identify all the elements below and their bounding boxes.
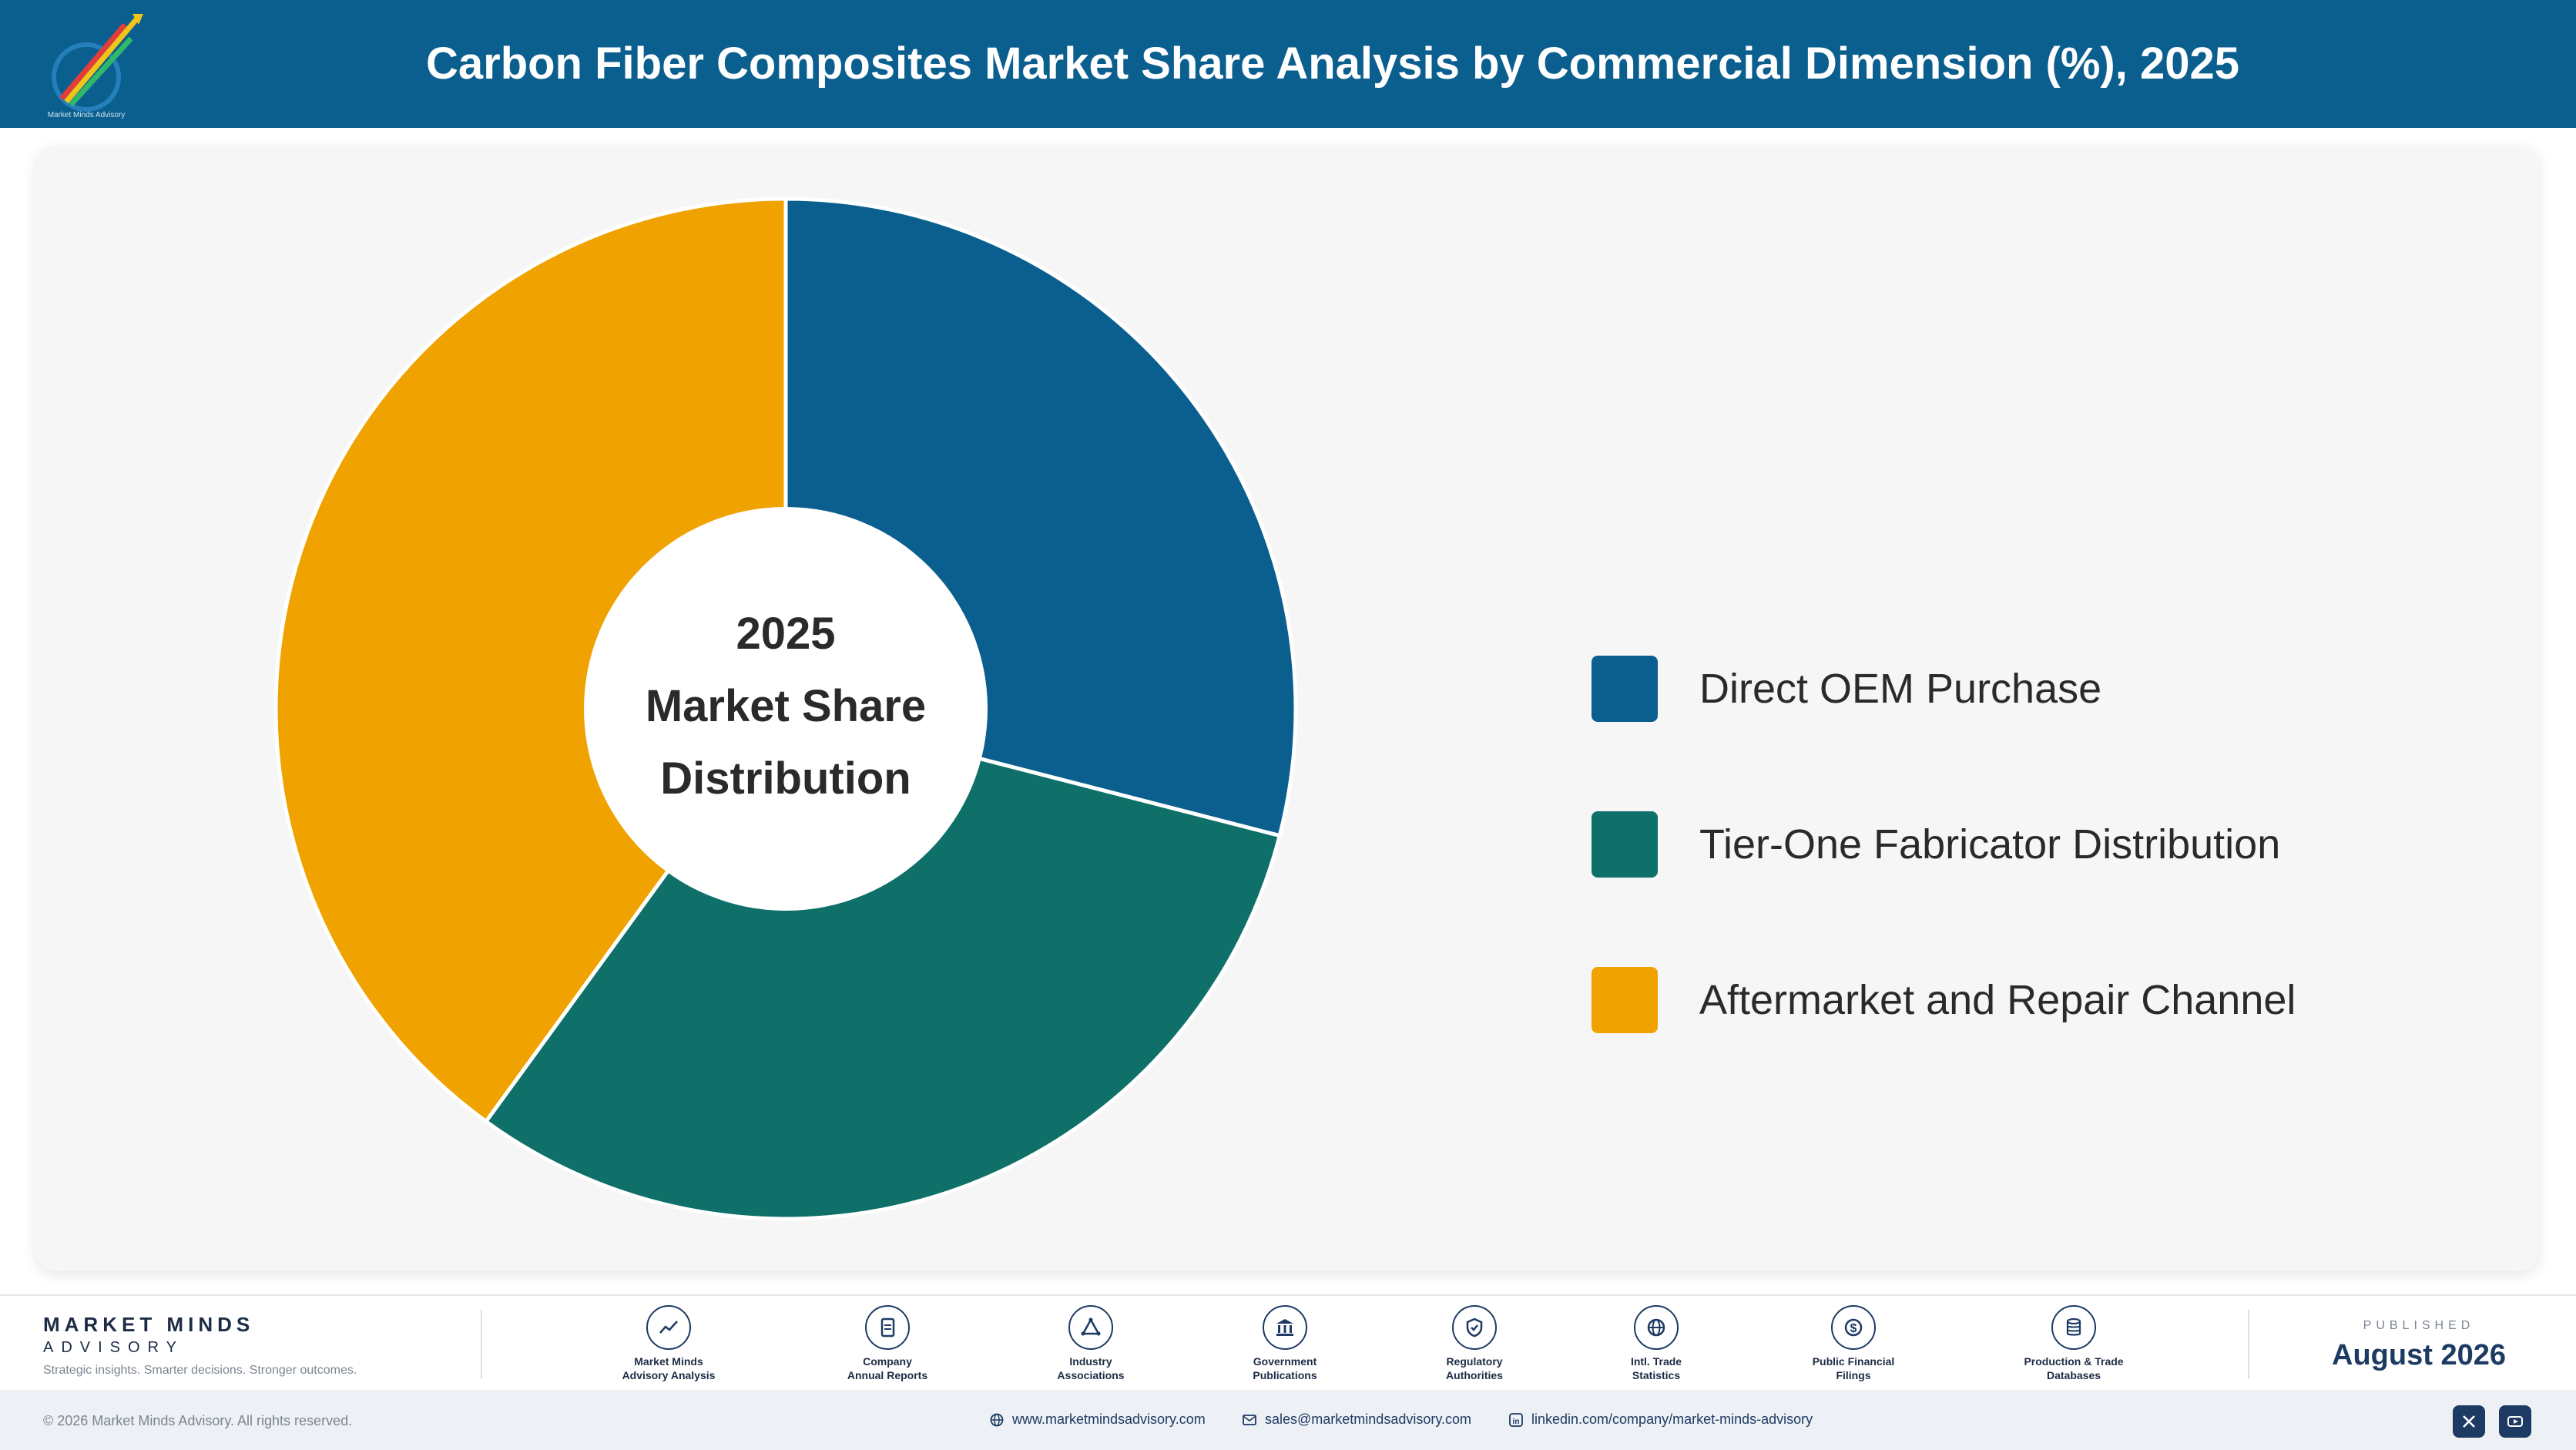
legend-item-tier-one[interactable]: Tier-One Fabricator Distribution (1592, 811, 2296, 878)
legend-label: Aftermarket and Repair Channel (1699, 977, 2296, 1023)
globe-icon (1634, 1305, 1679, 1350)
source-industry-associations: Industry Associations (1021, 1305, 1160, 1382)
source-label-line2: Associations (1057, 1369, 1125, 1381)
source-label-line2: Publications (1253, 1369, 1317, 1381)
company-logo: Market Minds Advisory (48, 14, 143, 119)
dollar-coin-icon: $ (1831, 1305, 1876, 1350)
legend-label: Tier-One Fabricator Distribution (1699, 821, 2281, 868)
copyright-text: © 2026 Market Minds Advisory. All rights… (43, 1413, 353, 1428)
svg-text:in: in (1513, 1418, 1520, 1426)
source-label-line2: Advisory Analysis (622, 1369, 716, 1381)
source-label-line1: Government (1253, 1355, 1317, 1368)
source-production-databases: Production & Trade Databases (2004, 1305, 2143, 1382)
legend-item-direct-oem[interactable]: Direct OEM Purchase (1592, 655, 2296, 723)
center-label-year: 2025 (736, 609, 835, 659)
linkedin-link[interactable]: in linkedin.com/company/market-minds-adv… (1508, 1411, 1813, 1428)
source-label-line2: Statistics (1632, 1369, 1681, 1381)
source-label-line1: Production & Trade (2024, 1355, 2124, 1368)
mail-icon (1243, 1414, 1256, 1425)
source-company-reports: Company Annual Reports (818, 1305, 957, 1382)
brand-name: MARKET MINDS (43, 1313, 255, 1336)
divider (481, 1310, 482, 1379)
x-logo-icon (2463, 1415, 2475, 1428)
source-label-line1: Company (863, 1355, 912, 1368)
shield-check-icon (1452, 1305, 1497, 1350)
header-bar: Market Minds Advisory Carbon Fiber Compo… (0, 0, 2576, 128)
source-regulatory: Regulatory Authorities (1405, 1305, 1544, 1382)
svg-text:$: $ (1850, 1322, 1857, 1335)
source-government: Government Publications (1216, 1305, 1354, 1382)
source-label-line2: Databases (2046, 1369, 2101, 1381)
source-label-line1: Industry (1069, 1355, 1112, 1368)
source-label-line1: Regulatory (1446, 1355, 1503, 1368)
network-icon (1068, 1305, 1113, 1350)
youtube-icon (2507, 1416, 2523, 1427)
government-building-icon (1263, 1305, 1307, 1350)
donut-slice-aftermarket-and-repair-channel[interactable] (273, 196, 788, 1125)
bottom-bar: © 2026 Market Minds Advisory. All rights… (0, 1390, 2576, 1450)
chart-legend: Direct OEM Purchase Tier-One Fabricator … (1592, 655, 2296, 1122)
website-link[interactable]: www.marketmindsadvisory.com (989, 1411, 1206, 1428)
chart-card: 2025 Market Share Distribution Direct OE… (35, 146, 2539, 1271)
legend-label: Direct OEM Purchase (1699, 666, 2102, 712)
source-market-minds: Market Minds Advisory Analysis (599, 1305, 738, 1382)
donut-hole (584, 507, 988, 911)
source-label-line1: Intl. Trade (1630, 1355, 1682, 1368)
published-label: PUBLISHED (2363, 1319, 2475, 1332)
footer: MARKET MINDS ADVISORY Strategic insights… (0, 1294, 2576, 1388)
source-label-line2: Authorities (1446, 1369, 1503, 1381)
trend-chart-icon (646, 1305, 691, 1350)
center-label-line3: Distribution (660, 754, 911, 804)
legend-swatch (1592, 656, 1658, 722)
document-icon (865, 1305, 910, 1350)
database-icon (2051, 1305, 2096, 1350)
x-social-button[interactable] (2453, 1405, 2485, 1438)
source-label-line1: Market Minds (634, 1355, 703, 1368)
source-label-line2: Annual Reports (847, 1369, 928, 1381)
svg-text:Market Minds Advisory: Market Minds Advisory (48, 111, 126, 119)
donut-slice-tier-one-fabricator-distribution[interactable] (483, 707, 1283, 1221)
brand-subtitle: ADVISORY (43, 1339, 184, 1356)
page-title: Carbon Fiber Composites Market Share Ana… (425, 39, 2239, 89)
center-label-line2: Market Share (646, 681, 926, 731)
email-link[interactable]: sales@marketmindsadvisory.com (1242, 1411, 1471, 1428)
donut-chart: 2025 Market Share Distribution (273, 196, 1298, 1221)
linkedin-icon: in (1509, 1412, 1523, 1427)
source-label-line2: Filings (1836, 1369, 1871, 1381)
source-label-line1: Public Financial (1812, 1355, 1895, 1368)
email-text: sales@marketmindsadvisory.com (1265, 1411, 1472, 1427)
legend-item-aftermarket[interactable]: Aftermarket and Repair Channel (1592, 966, 2296, 1034)
linkedin-text: linkedin.com/company/market-minds-adviso… (1531, 1411, 1813, 1427)
legend-swatch (1592, 967, 1658, 1033)
website-text: www.marketmindsadvisory.com (1012, 1411, 1206, 1427)
legend-swatch (1592, 811, 1658, 878)
divider (2248, 1310, 2249, 1379)
globe-icon (990, 1413, 1004, 1426)
brand-tagline: Strategic insights. Smarter decisions. S… (43, 1364, 357, 1377)
youtube-social-button[interactable] (2499, 1405, 2531, 1438)
source-financial-filings: $ Public Financial Filings (1784, 1305, 1923, 1382)
published-date: August 2026 (2332, 1339, 2506, 1371)
source-trade-statistics: Intl. Trade Statistics (1587, 1305, 1726, 1382)
